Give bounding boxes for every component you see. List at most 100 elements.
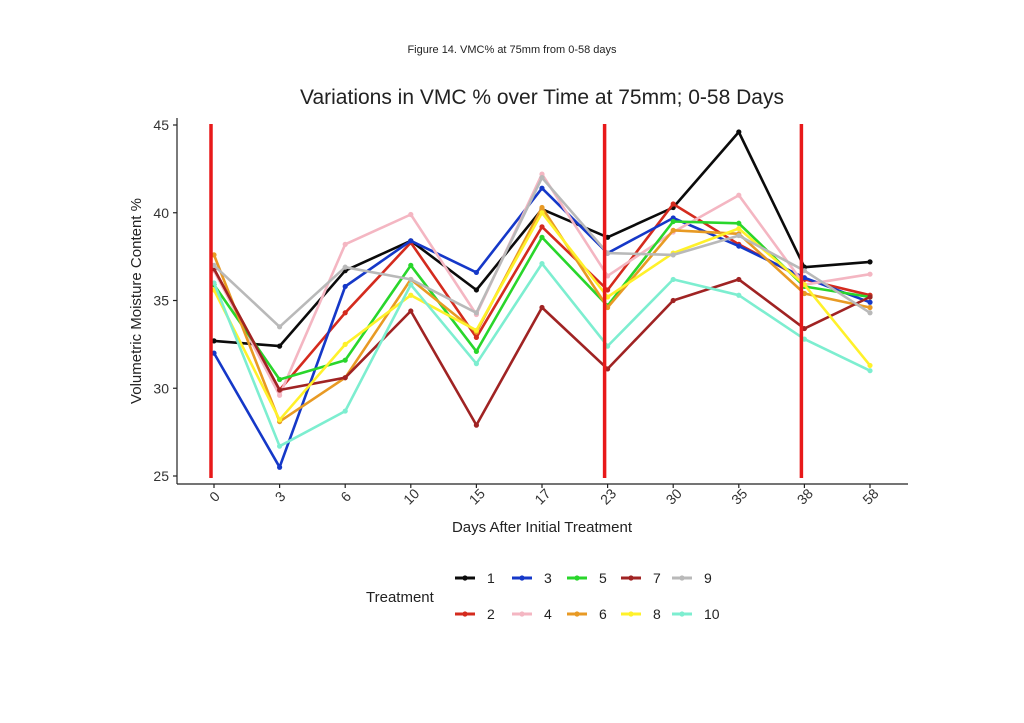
legend-item-7: 7 bbox=[621, 570, 661, 586]
legend-swatch-point bbox=[574, 575, 580, 581]
data-point bbox=[342, 241, 348, 247]
data-point bbox=[539, 234, 545, 240]
legend-swatch-point bbox=[462, 575, 468, 581]
data-point bbox=[277, 324, 283, 330]
data-point bbox=[670, 218, 676, 225]
series-10 bbox=[211, 261, 873, 449]
data-point bbox=[277, 443, 283, 449]
series-line-3 bbox=[212, 186, 871, 469]
series-9 bbox=[211, 175, 873, 330]
x-tick-label: 17 bbox=[531, 485, 553, 507]
legend-swatch-point bbox=[628, 575, 634, 581]
y-tick-label: 45 bbox=[153, 117, 169, 133]
series-line-7 bbox=[212, 268, 871, 427]
data-point bbox=[867, 362, 873, 369]
legend-label: 4 bbox=[544, 606, 552, 622]
y-axis-label: Volumetric Moisture Content % bbox=[128, 198, 145, 404]
data-point bbox=[670, 252, 676, 258]
data-point bbox=[736, 243, 742, 249]
legend-item-3: 3 bbox=[512, 570, 552, 586]
data-point bbox=[342, 264, 348, 270]
data-point bbox=[342, 408, 348, 414]
data-point bbox=[277, 417, 283, 423]
legend-label: 6 bbox=[599, 606, 607, 622]
data-point bbox=[867, 368, 873, 374]
data-point bbox=[539, 185, 545, 191]
data-point bbox=[473, 287, 479, 293]
data-point bbox=[277, 464, 283, 470]
data-point bbox=[277, 376, 283, 383]
legend-item-5: 5 bbox=[567, 570, 607, 586]
data-point bbox=[736, 292, 742, 298]
data-point bbox=[408, 282, 414, 288]
legend-swatch-point bbox=[628, 611, 634, 617]
data-point bbox=[277, 343, 283, 349]
data-point bbox=[473, 310, 479, 316]
data-point bbox=[539, 204, 545, 211]
legend-label: 1 bbox=[487, 570, 495, 586]
legend-item-1: 1 bbox=[455, 570, 495, 586]
figure-caption: Figure 14. VMC% at 75mm from 0-58 days bbox=[407, 44, 617, 56]
legend-label: 3 bbox=[544, 570, 552, 586]
data-point bbox=[867, 304, 873, 311]
data-point bbox=[670, 227, 676, 233]
legend-swatch-point bbox=[462, 611, 468, 617]
data-point bbox=[408, 292, 414, 298]
y-tick-label: 35 bbox=[153, 293, 169, 309]
data-point bbox=[473, 269, 479, 276]
legend: Treatment 1 2 3 4 5 6 7 8 9 10 bbox=[366, 570, 720, 622]
legend-label: 10 bbox=[704, 606, 720, 622]
legend-title: Treatment bbox=[366, 589, 435, 606]
vertical-markers bbox=[209, 124, 804, 478]
series-4 bbox=[211, 171, 873, 398]
data-point bbox=[342, 283, 348, 290]
data-point bbox=[342, 341, 348, 347]
legend-item-9: 9 bbox=[672, 570, 712, 586]
data-point bbox=[539, 175, 545, 181]
y-tick-label: 25 bbox=[153, 468, 169, 484]
data-point bbox=[473, 327, 479, 333]
legend-swatch-point bbox=[679, 575, 685, 581]
data-point bbox=[867, 271, 873, 277]
x-axis-label: Days After Initial Treatment bbox=[452, 519, 633, 536]
legend-item-6: 6 bbox=[567, 606, 607, 622]
data-point bbox=[867, 259, 873, 265]
data-point bbox=[867, 299, 873, 305]
y-tick-label: 40 bbox=[153, 205, 169, 221]
data-point bbox=[539, 224, 545, 230]
data-point bbox=[736, 225, 742, 232]
data-point bbox=[867, 310, 873, 316]
data-point bbox=[408, 238, 414, 244]
chart-title: Variations in VMC % over Time at 75mm; 0… bbox=[300, 86, 784, 109]
data-point bbox=[342, 357, 348, 363]
series-3 bbox=[211, 185, 873, 470]
data-point bbox=[473, 422, 479, 428]
y-tick-label: 30 bbox=[153, 380, 169, 396]
series-lines bbox=[211, 129, 873, 470]
legend-item-8: 8 bbox=[621, 606, 661, 622]
legend-label: 9 bbox=[704, 570, 712, 586]
x-tick-label: 35 bbox=[728, 485, 750, 507]
legend-label: 8 bbox=[653, 606, 661, 622]
legend-label: 5 bbox=[599, 570, 607, 586]
x-tick-label: 58 bbox=[859, 485, 881, 507]
data-point bbox=[277, 387, 283, 393]
legend-swatch-point bbox=[519, 611, 525, 617]
x-tick-label: 15 bbox=[466, 485, 488, 507]
legend-swatch-point bbox=[574, 611, 580, 617]
data-point bbox=[539, 210, 545, 216]
legend-label: 2 bbox=[487, 606, 495, 622]
legend-swatch-point bbox=[519, 575, 525, 581]
legend-item-10: 10 bbox=[672, 606, 720, 622]
series-7 bbox=[211, 266, 873, 428]
x-tick-label: 6 bbox=[337, 488, 354, 505]
data-point bbox=[736, 276, 742, 283]
data-point bbox=[473, 334, 479, 340]
data-point bbox=[408, 262, 414, 268]
legend-label: 7 bbox=[653, 570, 661, 586]
series-line-5 bbox=[212, 220, 871, 381]
data-point bbox=[473, 348, 479, 354]
legend-swatch-point bbox=[679, 611, 685, 617]
data-point bbox=[736, 220, 742, 226]
